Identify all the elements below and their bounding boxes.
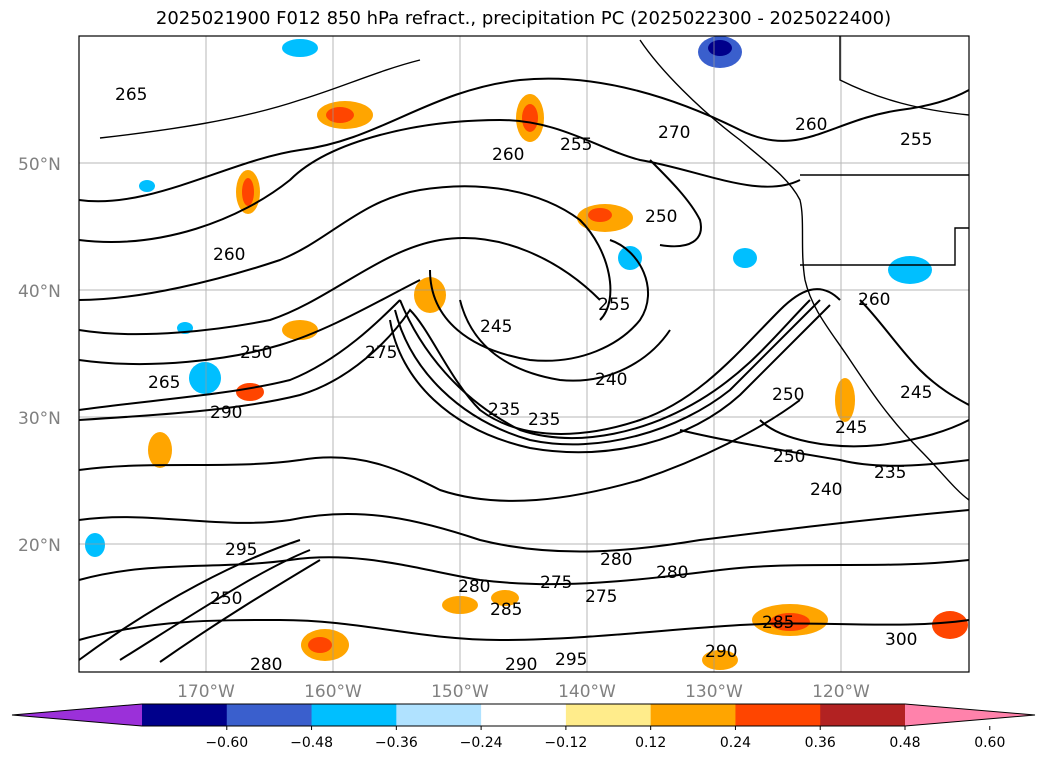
contour-label: 235	[528, 410, 560, 430]
colorbar-segment	[311, 704, 397, 726]
colorbar-extend-min	[12, 704, 142, 726]
contour-label: 285	[762, 613, 794, 633]
colorbar-segment	[735, 704, 821, 726]
contour-label: 280	[458, 577, 490, 597]
lon-label: 150°W	[431, 682, 489, 702]
contour-label: 235	[488, 400, 520, 420]
contour-label: 240	[810, 480, 842, 500]
contour-label: 275	[540, 573, 572, 593]
contour-label: 245	[835, 418, 867, 438]
contour-label: 280	[250, 655, 282, 675]
contour-label: 280	[656, 563, 688, 583]
lon-label: 120°W	[812, 682, 870, 702]
lat-label: 20°N	[18, 536, 61, 556]
contour-label: 280	[600, 550, 632, 570]
colorbar-tick-label: −0.12	[544, 735, 587, 751]
contour-label: 300	[885, 630, 917, 650]
refractivity-contours	[78, 77, 970, 663]
colorbar-segment	[565, 704, 652, 726]
lon-label: 140°W	[558, 682, 616, 702]
lat-label: 50°N	[18, 155, 61, 175]
colorbar-tick-label: −0.48	[290, 735, 333, 751]
contour-labels: 265 260 260 255 260 255 270 250 255 250 …	[115, 85, 932, 675]
latitude-labels: 50°N 40°N 30°N 20°N	[18, 155, 61, 556]
contour-label: 250	[772, 385, 804, 405]
contour-label: 250	[240, 343, 272, 363]
colorbar-tick-label: 0.24	[720, 735, 751, 751]
plot-area	[78, 35, 970, 673]
contour-label: 250	[645, 207, 677, 227]
colorbar	[11, 703, 1036, 727]
map-title: 2025021900 F012 850 hPa refract., precip…	[155, 8, 892, 29]
contour-label: 260	[858, 290, 890, 310]
lat-label: 30°N	[18, 409, 61, 429]
precipitation-shading	[85, 36, 968, 670]
lon-label: 160°W	[304, 682, 362, 702]
colorbar-segment	[650, 704, 736, 726]
colorbar-tick-label: 0.48	[889, 735, 920, 751]
lon-label: 130°W	[685, 682, 743, 702]
colorbar-tick-label: −0.36	[375, 735, 418, 751]
colorbar-ticks: −0.60 −0.48 −0.36 −0.24 −0.12 0.12 0.24 0.36 0.4…	[205, 726, 1005, 751]
colorbar-segment	[142, 704, 228, 726]
contour-label: 275	[365, 343, 397, 363]
contour-label: 255	[560, 135, 592, 155]
contour-label: 255	[900, 130, 932, 150]
lon-label: 170°W	[177, 682, 235, 702]
colorbar-tick-label: 0.36	[805, 735, 836, 751]
contour-label: 245	[480, 317, 512, 337]
contour-label: 290	[505, 655, 537, 675]
contour-label: 275	[585, 587, 617, 607]
contour-label: 260	[492, 145, 524, 165]
colorbar-extend-max	[905, 704, 1035, 726]
colorbar-segment	[481, 704, 567, 726]
contour-label: 265	[148, 373, 180, 393]
colorbar-tick-label: −0.60	[205, 735, 248, 751]
contour-label: 295	[555, 650, 587, 670]
contour-label: 250	[210, 589, 242, 609]
colorbar-segment	[396, 704, 482, 726]
contour-label: 250	[773, 447, 805, 467]
colorbar-tick-label: 0.12	[635, 735, 666, 751]
contour-label: 260	[213, 245, 245, 265]
colorbar-segment	[820, 704, 906, 726]
contour-label: 290	[210, 403, 242, 423]
contour-label: 290	[705, 642, 737, 662]
contour-label: 245	[900, 383, 932, 403]
contour-label: 285	[490, 600, 522, 620]
contour-label: 295	[225, 540, 257, 560]
contour-label: 260	[795, 115, 827, 135]
colorbar-tick-label: −0.24	[460, 735, 503, 751]
contour-label: 265	[115, 85, 147, 105]
colorbar-segment	[226, 704, 313, 726]
lat-label: 40°N	[18, 282, 61, 302]
coastlines	[99, 36, 970, 501]
longitude-labels: 170°W 160°W 150°W 140°W 130°W 120°W	[177, 682, 870, 702]
colorbar-tick-label: 0.60	[974, 735, 1005, 751]
contour-label: 240	[595, 370, 627, 390]
contour-label: 255	[598, 295, 630, 315]
contour-label: 270	[658, 123, 690, 143]
contour-label: 235	[874, 463, 906, 483]
